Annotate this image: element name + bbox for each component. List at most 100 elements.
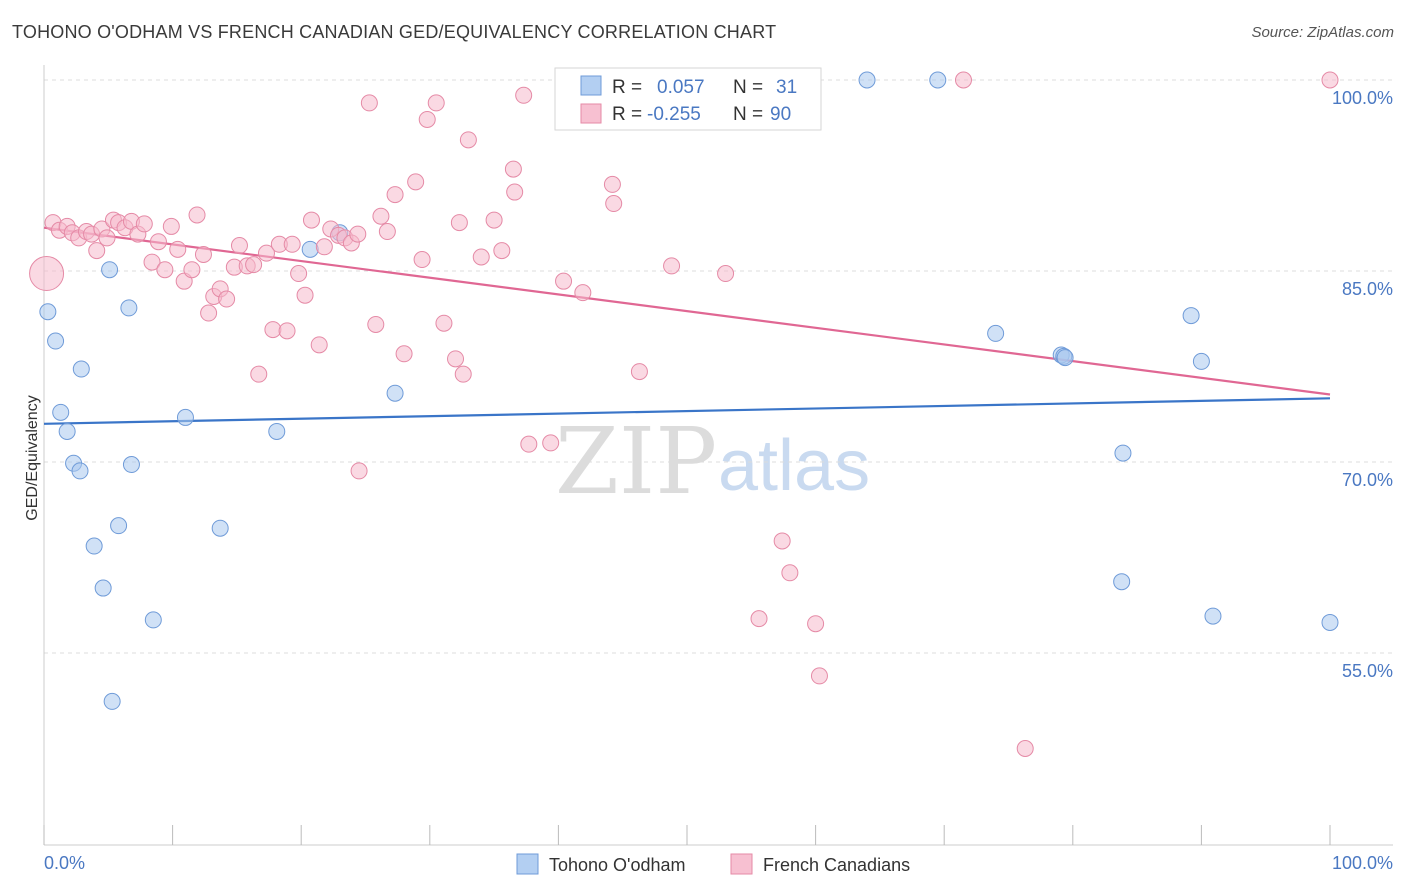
point-french-65 — [472, 248, 490, 266]
point-french-18 — [149, 233, 167, 251]
point-french-25 — [194, 245, 212, 263]
legend-r-value-2: -0.255 — [647, 104, 701, 125]
series-legend-swatch-french — [730, 853, 753, 875]
point-french-59 — [427, 94, 445, 112]
x-tick-label-min: 0.0% — [44, 853, 85, 873]
trend-line-0 — [43, 397, 1331, 425]
point-tohono-9 — [101, 261, 119, 279]
point-tohono-14 — [144, 611, 162, 629]
point-tohono-5 — [71, 462, 89, 480]
legend-swatch-french — [580, 103, 602, 124]
point-french-80 — [717, 265, 735, 283]
point-tohono-22 — [929, 71, 947, 89]
point-french-75 — [603, 175, 621, 193]
point-tohono-10 — [103, 692, 121, 710]
point-french-51 — [367, 315, 385, 333]
y-tick-label-0: 55.0% — [1342, 661, 1393, 681]
point-french-85 — [810, 667, 828, 685]
point-french-42 — [302, 211, 320, 229]
point-french-58 — [418, 110, 436, 128]
point-tohono-6 — [72, 360, 90, 378]
point-french-82 — [773, 532, 791, 550]
point-french-83 — [781, 564, 799, 582]
series-legend-swatch-tohono — [516, 853, 539, 875]
point-tohono-27 — [1114, 444, 1132, 462]
point-french-19 — [156, 261, 174, 279]
point-french-0 — [29, 256, 65, 292]
trend-lines — [43, 226, 1331, 425]
point-french-76 — [605, 195, 623, 213]
point-tohono-8 — [94, 579, 112, 597]
point-french-44 — [315, 238, 333, 256]
point-french-62 — [450, 214, 468, 232]
point-tohono-0 — [39, 303, 57, 321]
point-french-72 — [542, 434, 560, 452]
point-french-38 — [278, 322, 296, 340]
legend-n-value-1: 31 — [776, 77, 797, 98]
y-tick-label-1: 70.0% — [1342, 470, 1393, 490]
point-tohono-31 — [1204, 607, 1222, 625]
point-french-69 — [506, 183, 524, 201]
data-points — [29, 71, 1339, 757]
point-french-74 — [574, 284, 592, 302]
point-french-64 — [459, 131, 477, 149]
point-french-68 — [504, 160, 522, 178]
point-french-66 — [485, 211, 503, 229]
point-french-17 — [143, 253, 161, 271]
point-french-16 — [135, 215, 153, 233]
point-tohono-1 — [47, 332, 65, 350]
point-tohono-2 — [52, 403, 70, 421]
point-tohono-30 — [1192, 352, 1210, 370]
legend-r-value-1: 0.057 — [657, 77, 705, 98]
point-french-35 — [257, 244, 275, 262]
legend-n-label-1: N = — [733, 77, 763, 98]
point-french-34 — [250, 365, 268, 383]
point-tohono-7 — [85, 537, 103, 555]
series-legend-label-french: French Canadians — [763, 855, 910, 875]
chart-title: TOHONO O'ODHAM VS FRENCH CANADIAN GED/EQ… — [12, 22, 777, 42]
point-french-36 — [264, 321, 282, 339]
series-legend-label-tohono: Tohono O'odham — [549, 855, 686, 875]
point-tohono-18 — [301, 240, 319, 258]
point-french-24 — [188, 206, 206, 224]
point-tohono-32 — [1321, 613, 1339, 631]
correlation-legend: R = 0.057 N = 31 R = -0.255 N = 90 — [554, 67, 822, 131]
point-french-20 — [162, 217, 180, 235]
point-french-41 — [296, 286, 314, 304]
point-french-73 — [555, 272, 573, 290]
point-tohono-11 — [110, 517, 128, 535]
legend-n-label-2: N = — [733, 104, 763, 125]
y-tick-label-3: 100.0% — [1332, 88, 1393, 108]
point-tohono-20 — [386, 384, 404, 402]
point-french-89 — [350, 462, 368, 480]
point-french-61 — [447, 350, 465, 368]
point-french-79 — [663, 257, 681, 275]
legend-swatch-tohono — [580, 75, 602, 96]
point-tohono-13 — [122, 456, 140, 474]
watermark-atlas: atlas — [718, 426, 870, 506]
point-french-71 — [520, 435, 538, 453]
point-tohono-21 — [858, 71, 876, 89]
point-french-39 — [283, 235, 301, 253]
point-tohono-29 — [1182, 307, 1200, 325]
point-tohono-16 — [211, 519, 229, 537]
point-french-8 — [88, 242, 106, 260]
point-french-31 — [230, 237, 248, 255]
axes — [43, 65, 1393, 846]
point-french-57 — [413, 251, 431, 269]
point-french-86 — [954, 71, 972, 89]
point-french-26 — [200, 304, 218, 322]
point-french-55 — [395, 345, 413, 363]
point-french-54 — [386, 186, 404, 204]
point-french-56 — [407, 173, 425, 191]
point-tohono-26 — [1056, 349, 1074, 367]
point-french-52 — [372, 207, 390, 225]
series-legend: Tohono O'odham French Canadians — [516, 853, 910, 875]
x-tick-label-max: 100.0% — [1332, 853, 1393, 873]
point-french-43 — [310, 336, 328, 354]
point-tohono-28 — [1113, 573, 1131, 591]
point-french-10 — [98, 229, 116, 247]
point-french-29 — [218, 290, 236, 308]
legend-n-value-2: 90 — [770, 104, 791, 125]
